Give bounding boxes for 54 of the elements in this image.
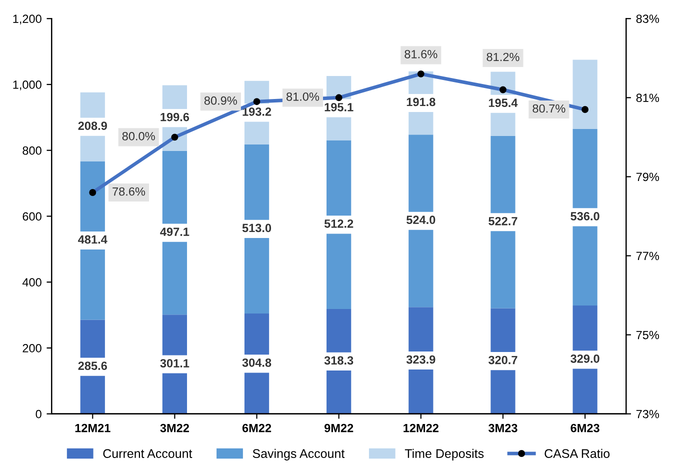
y-tick-label: 200 [22, 344, 42, 352]
legend-label: Savings Account [252, 448, 345, 460]
x-tick-label: 3M22 [160, 424, 189, 432]
y2-tick-label: 79% [636, 172, 660, 182]
data-label: 78.6% [112, 187, 146, 196]
data-label: 81.2% [486, 52, 520, 62]
y-tick-label: 800 [22, 146, 42, 155]
data-label: 320.7 [488, 356, 518, 364]
data-label: 191.8 [406, 98, 436, 106]
data-label: 513.0 [242, 224, 272, 232]
data-label: 285.6 [78, 362, 107, 370]
data-label: 199.6 [160, 112, 190, 122]
x-tick-label: 3M23 [488, 424, 518, 432]
x-tick-label: 12M22 [404, 424, 438, 432]
bar [490, 136, 516, 308]
x-tick-label: 6M22 [242, 424, 272, 432]
legend-label: Current Account [103, 449, 192, 458]
bar [572, 128, 598, 306]
data-label: 301.1 [160, 359, 190, 368]
data-label: 208.9 [78, 122, 107, 130]
y-tick-label: 1,200 [13, 14, 42, 24]
data-label: 318.3 [324, 356, 354, 365]
y2-tick-label: 73% [636, 410, 660, 418]
data-label: 323.9 [406, 355, 436, 364]
data-label: 304.8 [242, 358, 272, 367]
y-tick-label: 1,000 [13, 80, 42, 90]
legend-label: Time Deposits [404, 448, 484, 460]
data-label: 522.7 [488, 216, 518, 226]
y-tick-label: 600 [22, 212, 42, 221]
data-label: 536.0 [570, 212, 600, 220]
x-tick-label: 12M21 [75, 424, 110, 432]
data-label: 497.1 [160, 228, 190, 236]
y-tick-label: 400 [22, 278, 42, 286]
data-label: 512.2 [324, 219, 354, 228]
legend-label: CASA Ratio [544, 448, 610, 458]
data-label: 80.0% [122, 132, 155, 140]
x-tick-label: 9M22 [324, 424, 354, 432]
y-tick-label: 0 [36, 410, 42, 418]
data-label: 81.0% [286, 92, 320, 101]
data-label: 193.2 [242, 107, 272, 116]
bar [572, 60, 598, 129]
y2-tick-label: 75% [636, 330, 660, 340]
data-label: 80.9% [204, 96, 237, 105]
data-label: 81.6% [404, 50, 438, 58]
data-label: 329.0 [570, 354, 600, 363]
data-label: 195.1 [324, 102, 354, 112]
y2-tick-label: 81% [636, 94, 660, 102]
y2-tick-label: 77% [636, 252, 660, 260]
data-label: 524.0 [406, 216, 436, 224]
x-tick-label: 6M23 [570, 424, 600, 432]
data-label: 481.4 [78, 235, 108, 244]
data-label: 195.4 [488, 98, 518, 108]
data-label: 80.7% [532, 104, 566, 113]
y2-tick-label: 83% [636, 14, 660, 23]
